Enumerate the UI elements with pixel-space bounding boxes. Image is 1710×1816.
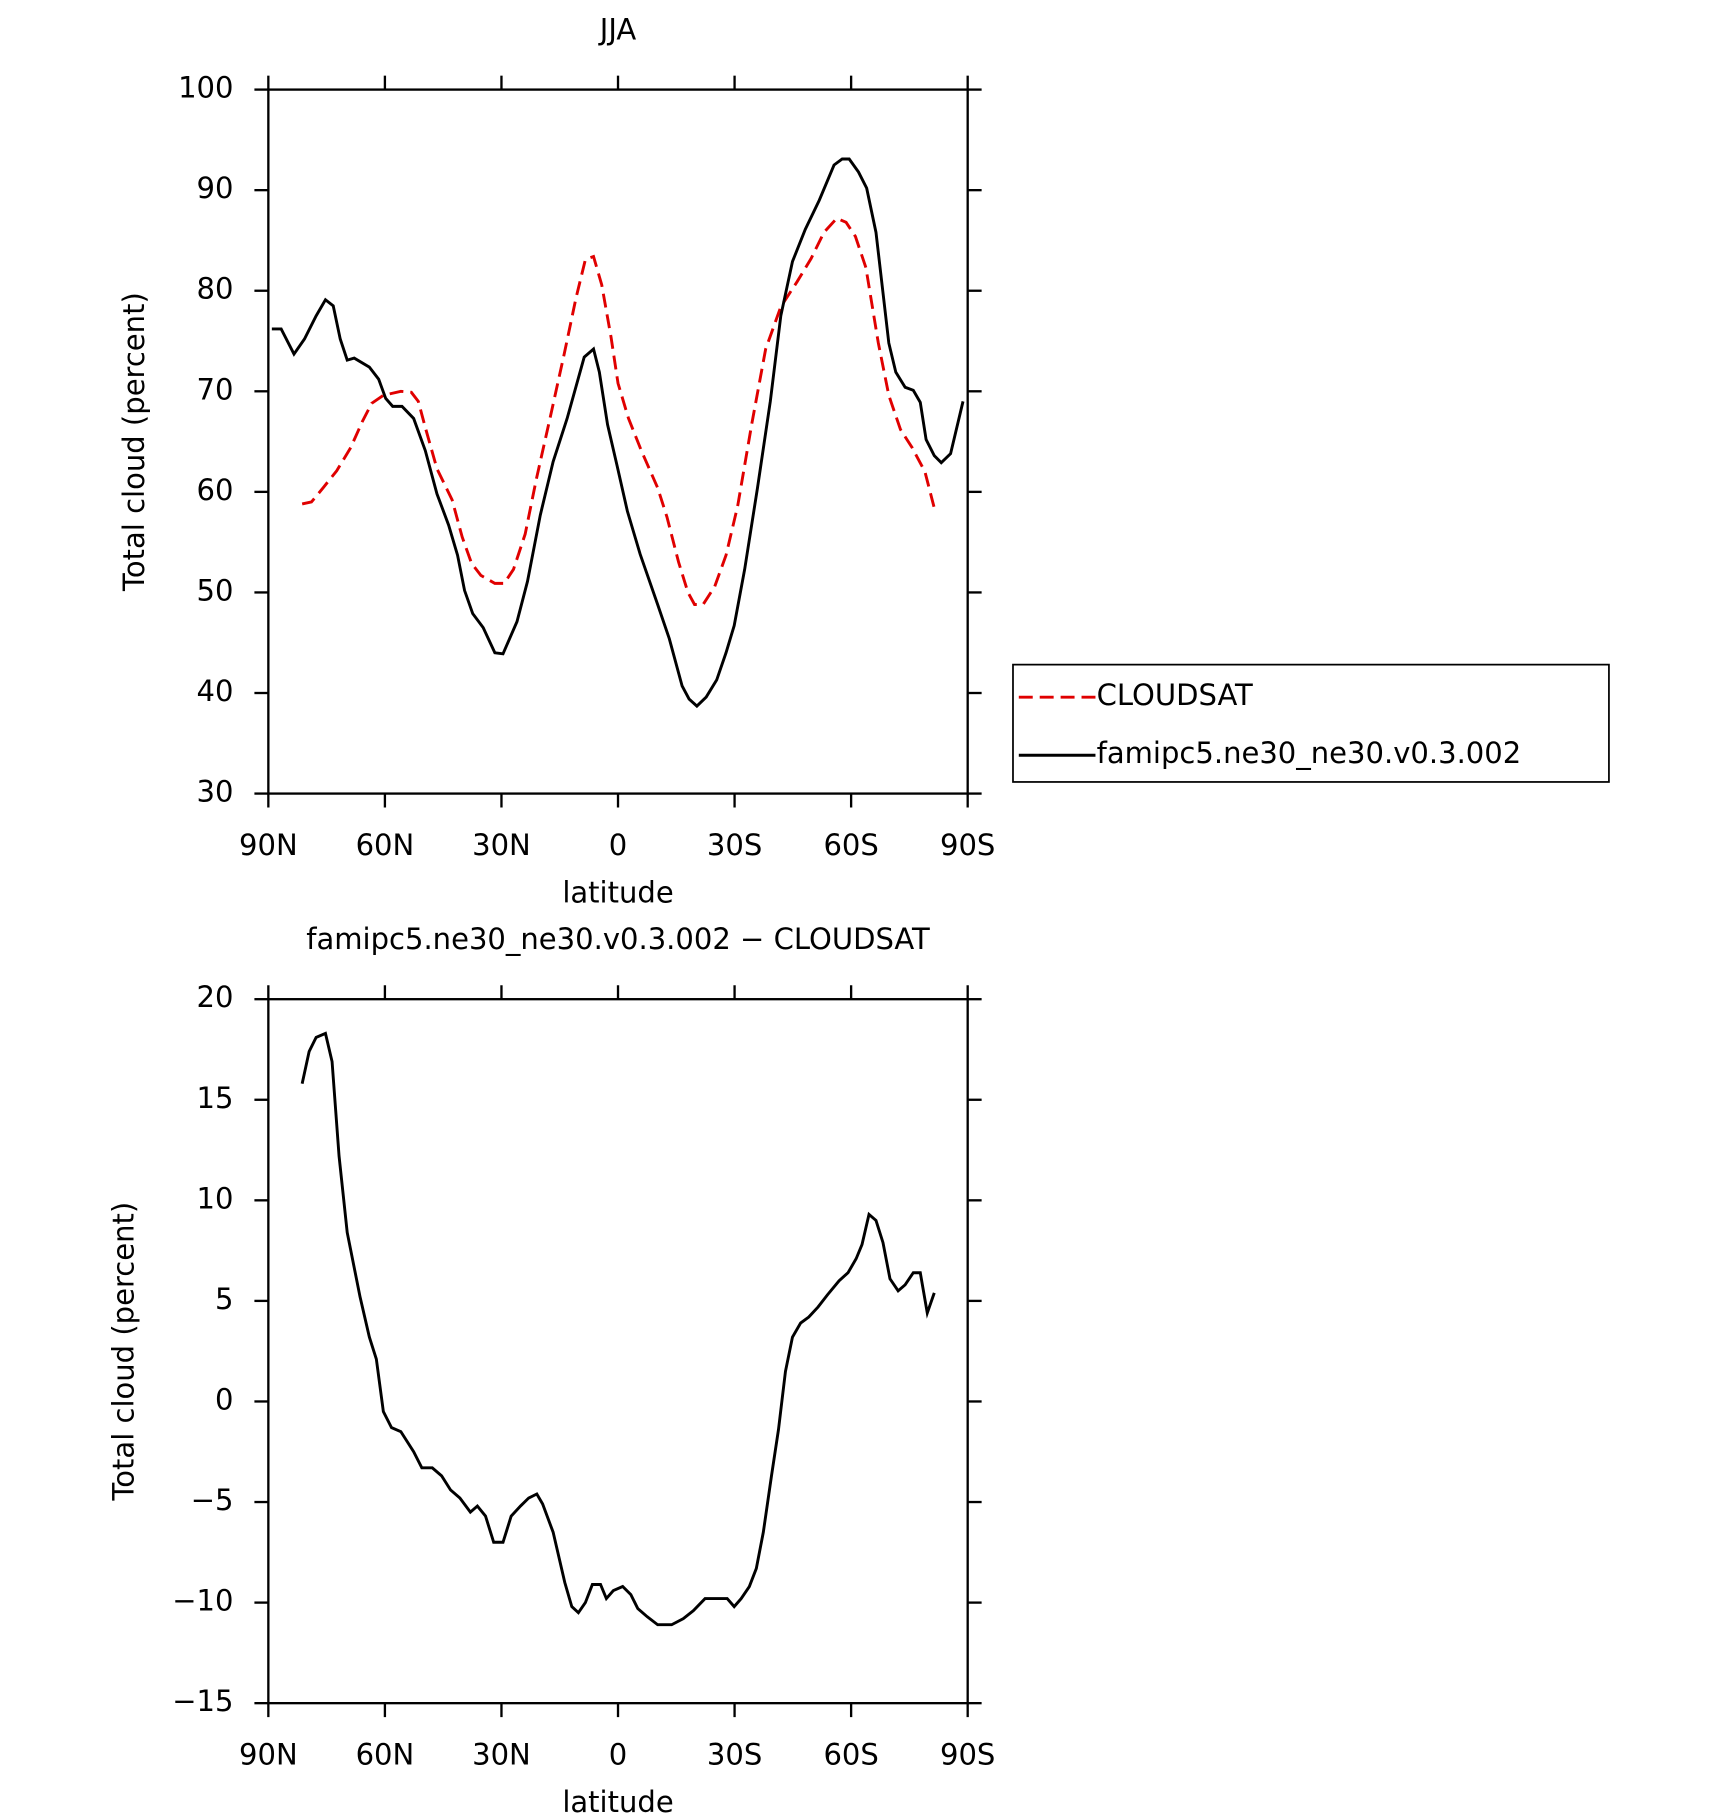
y-tick-label: 10 bbox=[197, 1181, 234, 1215]
line-series bbox=[301, 216, 936, 606]
x-tick-label: 60S bbox=[823, 828, 878, 862]
y-tick-label: 15 bbox=[197, 1081, 234, 1115]
chart-title: famipc5.ne30_ne30.v0.3.002 − CLOUDSAT bbox=[306, 922, 930, 956]
x-tick-label: 30S bbox=[707, 828, 762, 862]
y-tick-label: −10 bbox=[172, 1584, 233, 1618]
x-tick-label: 60N bbox=[356, 1738, 415, 1772]
x-tick-label: 60S bbox=[823, 1738, 878, 1772]
y-tick-label: 60 bbox=[197, 473, 234, 507]
x-tick-label: 30N bbox=[472, 1738, 531, 1772]
y-tick-label: −15 bbox=[172, 1684, 233, 1718]
x-tick-label: 90S bbox=[940, 828, 995, 862]
y-tick-label: 90 bbox=[197, 171, 234, 205]
plot-frame bbox=[267, 88, 969, 795]
y-tick-label: 100 bbox=[178, 71, 233, 105]
x-tick-label: 60N bbox=[356, 828, 415, 862]
y-tick-label: 70 bbox=[197, 372, 234, 406]
chart-title: JJA bbox=[598, 13, 637, 47]
x-axis-label: latitude bbox=[562, 1785, 673, 1816]
y-tick-label: 0 bbox=[215, 1382, 233, 1416]
x-tick-label: 90S bbox=[940, 1738, 995, 1772]
y-tick-label: 40 bbox=[197, 674, 234, 708]
x-tick-label: 90N bbox=[239, 1738, 298, 1772]
y-tick-label: −5 bbox=[191, 1483, 234, 1517]
x-tick-label: 30S bbox=[707, 1738, 762, 1772]
legend-box bbox=[1012, 663, 1610, 783]
y-axis-label: Total cloud (percent) bbox=[106, 1202, 140, 1502]
y-tick-label: 50 bbox=[197, 573, 234, 607]
legend-label: famipc5.ne30_ne30.v0.3.002 bbox=[1097, 736, 1522, 770]
y-tick-label: 20 bbox=[197, 980, 234, 1014]
legend-label: CLOUDSAT bbox=[1097, 678, 1253, 712]
line-series bbox=[300, 1031, 936, 1627]
x-axis-label: latitude bbox=[562, 876, 673, 910]
y-tick-label: 5 bbox=[215, 1282, 233, 1316]
y-tick-label: 80 bbox=[197, 272, 234, 306]
x-tick-label: 0 bbox=[609, 1738, 627, 1772]
x-tick-label: 30N bbox=[472, 828, 531, 862]
y-tick-label: 30 bbox=[197, 775, 234, 809]
x-tick-label: 0 bbox=[609, 828, 627, 862]
y-axis-label: Total cloud (percent) bbox=[117, 292, 151, 592]
line-series bbox=[271, 157, 965, 709]
x-tick-label: 90N bbox=[239, 828, 298, 862]
